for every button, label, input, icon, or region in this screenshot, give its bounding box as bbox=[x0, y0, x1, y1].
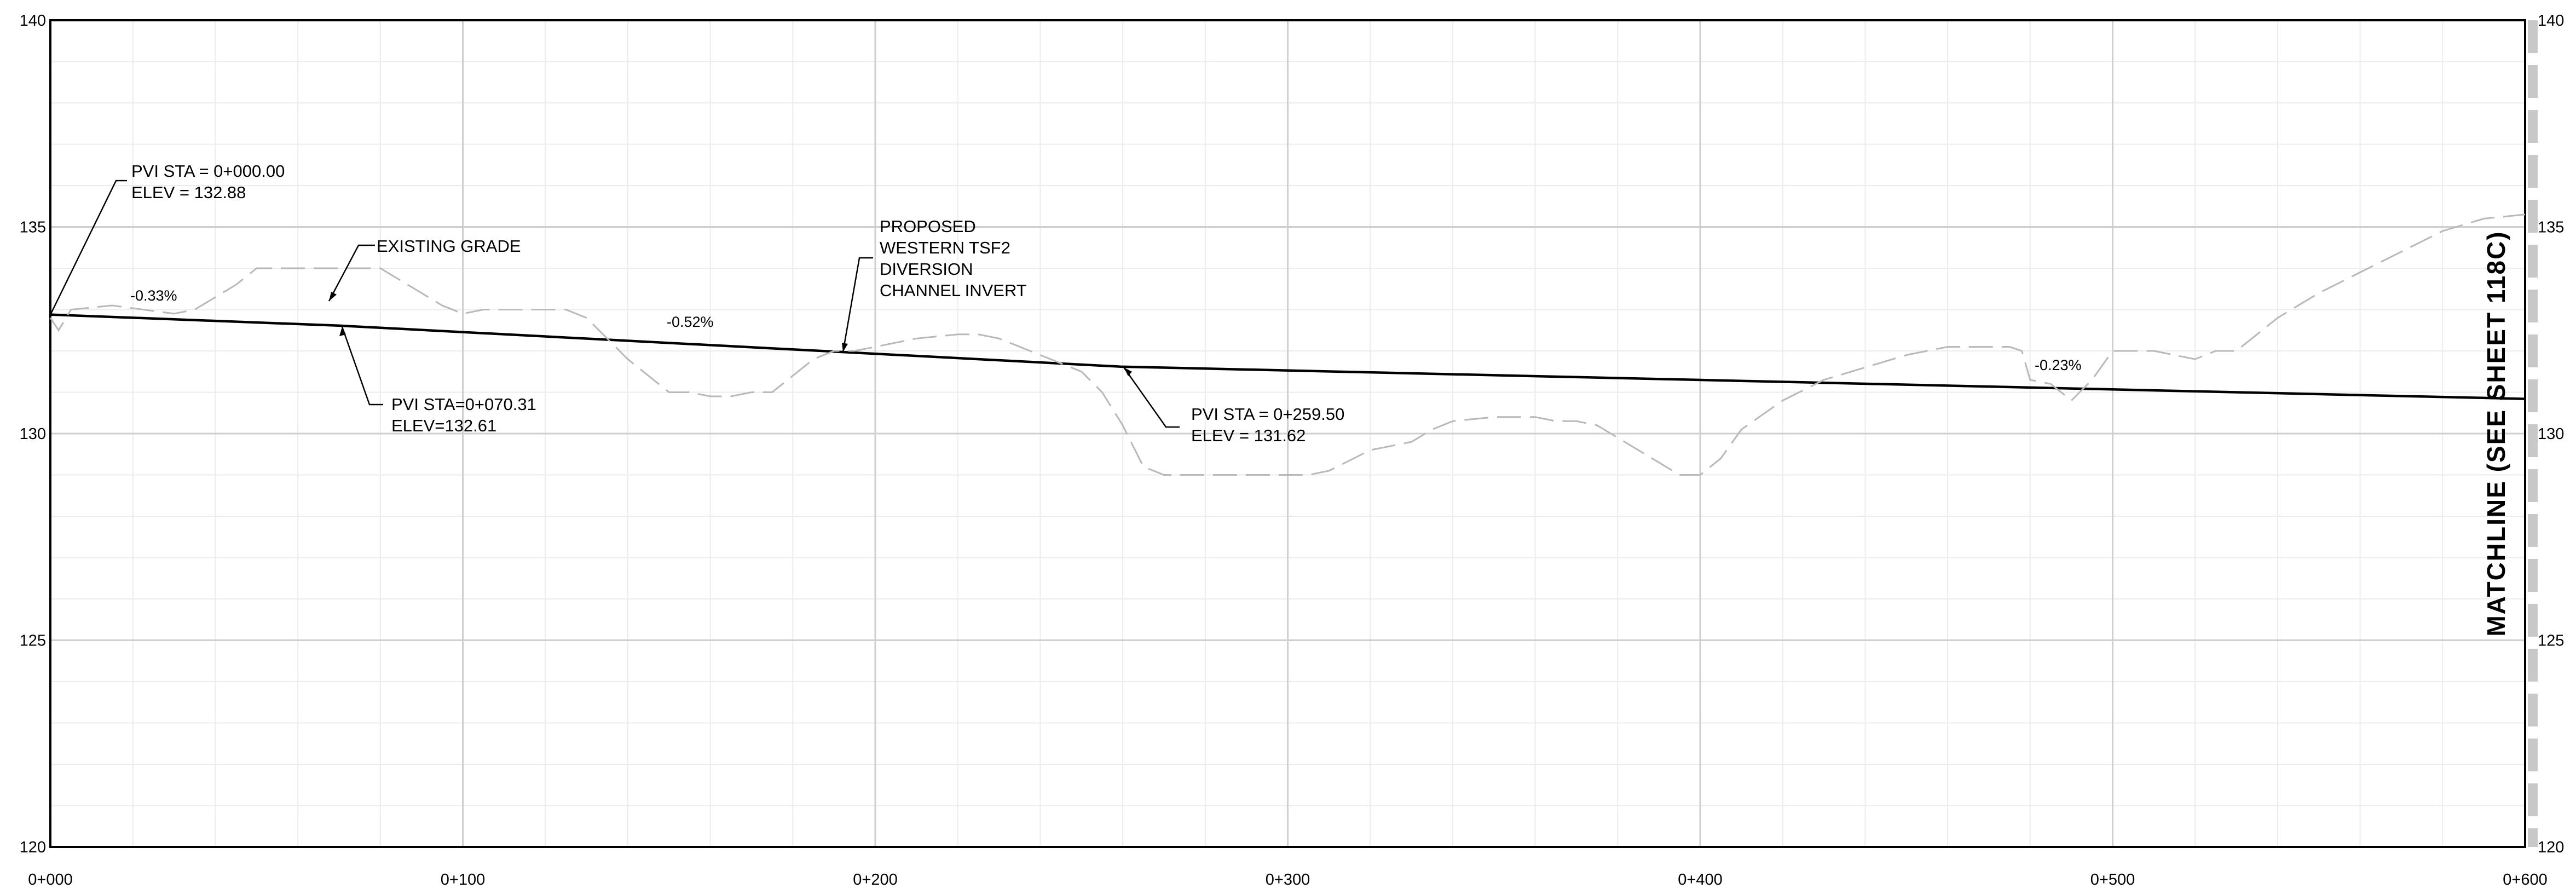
annotation-arrowheads bbox=[329, 292, 1132, 376]
existing-grade-line bbox=[49, 214, 2526, 476]
proposed-label-line-3: DIVERSION bbox=[880, 259, 973, 279]
grade-label-3: -0.23% bbox=[2035, 357, 2082, 373]
pvi1-station-label: PVI STA = 0+000.00 bbox=[131, 162, 285, 181]
y-tick-label-left: 125 bbox=[20, 632, 46, 650]
pvi2-leader bbox=[341, 326, 383, 406]
x-axis-labels: 0+000 0+100 0+200 0+300 0+400 0+500 0+600 bbox=[28, 871, 2547, 889]
proposed-label-line-1: PROPOSED bbox=[880, 217, 976, 236]
y-tick-label-right: 135 bbox=[2538, 219, 2564, 237]
profile-lines bbox=[49, 214, 2526, 476]
y-tick-label-right: 130 bbox=[2538, 425, 2564, 443]
y-tick-label-right: 120 bbox=[2538, 839, 2564, 856]
x-tick-label: 0+600 bbox=[2503, 871, 2547, 889]
existing-grade-arrowhead bbox=[329, 292, 337, 301]
proposed-leader bbox=[842, 257, 873, 353]
pvi2-station-label: PVI STA=0+070.31 bbox=[391, 395, 536, 414]
x-tick-label: 0+500 bbox=[2090, 871, 2135, 889]
pvi1-elevation-label: ELEV = 132.88 bbox=[131, 183, 246, 202]
pvi3-arrowhead bbox=[1124, 367, 1132, 376]
existing-grade-leader bbox=[328, 244, 375, 302]
pvi3-elevation-label: ELEV = 131.62 bbox=[1191, 426, 1306, 445]
proposed-label-line-4: CHANNEL INVERT bbox=[880, 281, 1027, 300]
pvi1-leader bbox=[49, 180, 127, 315]
y-tick-label-left: 120 bbox=[20, 839, 46, 856]
y-tick-label-left: 130 bbox=[20, 425, 46, 443]
y-axis-right-labels: 120 125 130 135 140 bbox=[2538, 12, 2564, 856]
x-tick-label: 0+000 bbox=[28, 871, 72, 889]
grade-label-1: -0.33% bbox=[130, 287, 177, 304]
y-tick-label-left: 140 bbox=[20, 12, 46, 30]
y-tick-label-right: 125 bbox=[2538, 632, 2564, 650]
plot-border bbox=[49, 19, 2526, 848]
pvi3-station-label: PVI STA = 0+259.50 bbox=[1191, 405, 1344, 424]
x-tick-label: 0+300 bbox=[1266, 871, 1310, 889]
grade-label-2: -0.52% bbox=[667, 314, 714, 330]
x-tick-label: 0+100 bbox=[441, 871, 485, 889]
y-tick-label-right: 140 bbox=[2538, 12, 2564, 30]
x-tick-label: 0+200 bbox=[853, 871, 897, 889]
y-tick-label-left: 135 bbox=[20, 219, 46, 237]
proposed-invert-line bbox=[50, 313, 2526, 400]
x-tick-label: 0+400 bbox=[1678, 871, 1722, 889]
pvi3-leader bbox=[1123, 367, 1180, 428]
matchline-label: MATCHLINE (SEE SHEET 118C) bbox=[2482, 230, 2510, 636]
proposed-label-line-2: WESTERN TSF2 bbox=[880, 238, 1010, 257]
pvi2-arrowhead bbox=[339, 327, 346, 336]
y-axis-left-labels: 120 125 130 135 140 bbox=[20, 12, 46, 856]
annotation-leaders bbox=[49, 180, 1180, 428]
proposed-arrowhead bbox=[842, 343, 848, 352]
existing-grade-label: EXISTING GRADE bbox=[377, 237, 521, 256]
pvi2-elevation-label: ELEV=132.61 bbox=[391, 416, 496, 435]
